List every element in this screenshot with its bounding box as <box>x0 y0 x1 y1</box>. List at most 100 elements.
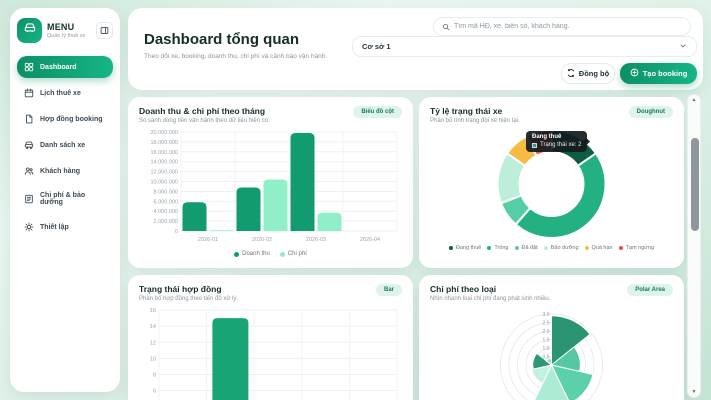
card-revenue-cost: Doanh thu & chi phí theo tháng So sánh d… <box>128 97 413 268</box>
svg-text:10: 10 <box>150 356 156 362</box>
sidebar-item-label: Thiết lập <box>40 223 69 231</box>
legend-item[interactable]: Doanh thu <box>234 251 270 257</box>
svg-text:3.0: 3.0 <box>543 312 550 318</box>
sidebar-item-h-p-ng-booking[interactable]: Hợp đồng booking <box>17 108 113 130</box>
chart-legend: Đang thuê Trống Đã đặt Bảo dưỡng Quá hạn Tạm … <box>430 245 673 251</box>
branch-select-value: Cơ sở 1 <box>362 42 391 51</box>
legend-dot <box>514 246 519 250</box>
menu-subtitle: Quản lý thuê xe <box>47 33 86 39</box>
svg-text:2.5: 2.5 <box>543 321 550 327</box>
car-logo-icon <box>23 21 37 40</box>
card-title: Doanh thu & chi phí theo tháng <box>139 106 266 116</box>
legend-label: Chi phí <box>287 251 307 257</box>
scroll-down-arrow[interactable]: ▼ <box>691 389 697 395</box>
vehicle-status-doughnut-chart[interactable]: Đang thuê Trạng thái xe: 2 <box>430 127 673 244</box>
sidebar-item-l-ch-thu-xe[interactable]: Lịch thuê xe <box>17 82 113 104</box>
svg-text:18.000.000: 18.000.000 <box>150 140 178 146</box>
sidebar-item-label: Dashboard <box>40 63 77 71</box>
card-header: Tỷ lệ trạng thái xe Phân bố tình trạng đ… <box>430 106 673 124</box>
sidebar-title-block: MENU Quản lý thuê xe <box>47 22 86 39</box>
sidebar-item-label: Lịch thuê xe <box>40 89 81 97</box>
tooltip-title: Đang thuê <box>532 134 562 140</box>
svg-text:20.000.000: 20.000.000 <box>150 130 178 136</box>
legend-label: Tạm ngưng <box>625 245 655 251</box>
legend-dot <box>543 246 548 250</box>
chart-type-badge: Bar <box>375 284 402 296</box>
svg-text:6.000.000: 6.000.000 <box>154 199 178 205</box>
legend-label: Trống <box>494 245 509 251</box>
sync-button[interactable]: Đồng bộ <box>561 63 615 84</box>
svg-text:4.000.000: 4.000.000 <box>154 209 178 215</box>
legend-item[interactable]: Đang thuê <box>448 245 481 251</box>
revenue-cost-bar-chart[interactable]: 0 2.000.000 4.000.000 6.000.000 8.000.000 10.… <box>139 127 402 250</box>
legend-dot <box>279 251 285 257</box>
legend-item[interactable]: Quá hạn <box>584 245 613 251</box>
gear-icon <box>24 222 34 232</box>
legend-label: Quá hạn <box>591 245 613 251</box>
card-subtitle: Phân bố tình trạng đội xe hiện tại. <box>430 118 520 124</box>
sidebar-collapse-button[interactable] <box>96 22 113 39</box>
svg-text:2026-01: 2026-01 <box>198 237 218 243</box>
tooltip-value: Trạng thái xe: 2 <box>540 142 582 148</box>
cost-polar-area-chart[interactable]: 0.5 1.0 1.5 2.0 2.5 3.0 <box>430 305 673 400</box>
svg-text:16: 16 <box>150 308 156 314</box>
sidebar-item-dashboard[interactable]: Dashboard <box>17 56 113 78</box>
scroll-up-arrow[interactable]: ▲ <box>691 97 697 103</box>
svg-text:1.5: 1.5 <box>543 338 550 344</box>
create-booking-button[interactable]: Tạo booking <box>620 63 697 84</box>
legend-label: Đã đặt <box>521 245 538 251</box>
collapse-panel-icon <box>100 22 109 40</box>
svg-text:12: 12 <box>150 340 156 346</box>
card-contract-status: Trạng thái hợp đồng Phân bố hợp đồng the… <box>128 275 413 400</box>
app-logo <box>17 18 42 43</box>
svg-text:0.5: 0.5 <box>543 355 550 361</box>
legend-label: Bảo dưỡng <box>550 245 579 251</box>
scrollbar-thumb[interactable] <box>691 138 699 231</box>
sidebar-item-danh-s-ch-xe[interactable]: Danh sách xe <box>17 134 113 156</box>
legend-dot <box>584 246 589 250</box>
svg-text:12.000.000: 12.000.000 <box>150 170 178 176</box>
legend-item[interactable]: Chi phí <box>279 251 307 257</box>
chart-legend: Doanh thu Chi phí <box>139 251 402 257</box>
page-header: Dashboard tổng quan Theo dõi xe, booking… <box>128 8 703 90</box>
card-title: Trạng thái hợp đồng <box>139 284 222 294</box>
sidebar-item-chi-ph-b-o-d-ng[interactable]: Chi phí & bảo dưỡng <box>17 186 113 212</box>
legend-dot <box>448 246 453 250</box>
card-header: Doanh thu & chi phí theo tháng So sánh d… <box>139 106 402 124</box>
card-subtitle: So sánh dòng tiền vận hành theo dữ liệu … <box>139 118 270 124</box>
sidebar-header: MENU Quản lý thuê xe <box>17 18 113 43</box>
legend-item[interactable]: Tạm ngưng <box>618 245 655 251</box>
calendar-icon <box>24 88 34 98</box>
chart-type-badge: Polar Area <box>627 284 673 296</box>
legend-item[interactable]: Bảo dưỡng <box>543 245 579 251</box>
card-header: Chi phí theo loại Nhìn nhanh loại chi ph… <box>430 284 673 302</box>
sidebar-nav: Dashboard Lịch thuê xe Hợp đồng booking Dan… <box>17 56 113 238</box>
search-input[interactable] <box>454 23 682 30</box>
chart-tooltip: Đang thuê Trạng thái xe: 2 <box>526 131 591 152</box>
global-search[interactable] <box>433 17 691 36</box>
sidebar-item-thi-t-l-p[interactable]: Thiết lập <box>17 216 113 238</box>
contract-status-bar-chart[interactable]: 0246810121416 <box>139 305 402 400</box>
legend-dot <box>234 251 240 257</box>
sidebar-item-label: Chi phí & bảo dưỡng <box>40 192 86 206</box>
card-subtitle: Nhìn nhanh loại chi phí đang phát sinh n… <box>430 296 551 302</box>
svg-text:2026-03: 2026-03 <box>306 237 326 243</box>
card-vehicle-status: Tỷ lệ trạng thái xe Phân bố tình trạng đ… <box>419 97 684 268</box>
legend-dot <box>487 246 492 250</box>
users-icon <box>24 166 34 176</box>
chevron-down-icon <box>679 42 687 52</box>
create-booking-label: Tạo booking <box>642 69 688 78</box>
legend-item[interactable]: Đã đặt <box>514 245 538 251</box>
tooltip-swatch <box>532 142 537 148</box>
card-title: Chi phí theo loại <box>430 284 497 294</box>
chart-type-badge: Doughnut <box>628 106 673 118</box>
sidebar-item-label: Hợp đồng booking <box>40 115 103 123</box>
svg-text:2026-02: 2026-02 <box>252 237 272 243</box>
vertical-scrollbar[interactable]: ▲ ▼ <box>687 94 701 398</box>
branch-select[interactable]: Cơ sở 1 <box>352 36 697 57</box>
plus-circle-icon <box>630 68 639 79</box>
page-title: Dashboard tổng quan <box>144 31 299 48</box>
legend-item[interactable]: Trống <box>487 245 509 251</box>
sidebar-item-kh-ch-h-ng[interactable]: Khách hàng <box>17 160 113 182</box>
